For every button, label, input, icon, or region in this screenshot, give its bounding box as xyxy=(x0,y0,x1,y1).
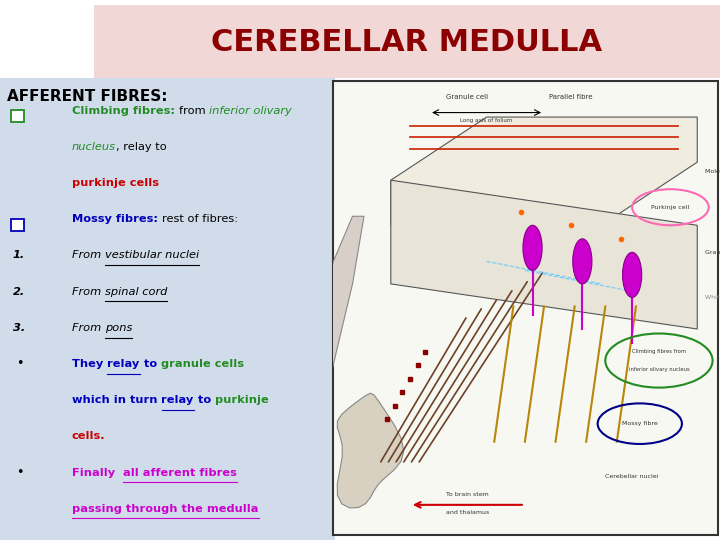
Polygon shape xyxy=(314,217,364,396)
Polygon shape xyxy=(391,180,697,329)
Text: They: They xyxy=(72,359,107,369)
Text: relay: relay xyxy=(107,359,140,369)
Text: Finally: Finally xyxy=(72,468,123,477)
Text: and thalamus: and thalamus xyxy=(446,510,489,515)
Text: White matter: White matter xyxy=(705,295,720,300)
Text: all afferent fibres: all afferent fibres xyxy=(123,468,237,477)
Bar xyxy=(11,110,24,122)
Text: •: • xyxy=(17,466,24,479)
Text: cells.: cells. xyxy=(72,431,106,441)
Text: Purkinje cell: Purkinje cell xyxy=(652,205,690,210)
Text: CEREBELLAR MEDULLA: CEREBELLAR MEDULLA xyxy=(211,28,603,57)
Text: pons: pons xyxy=(105,323,132,333)
Text: vestibular nuclei: vestibular nuclei xyxy=(105,251,199,260)
Text: 3.: 3. xyxy=(13,323,25,333)
Text: to: to xyxy=(194,395,215,405)
Text: From: From xyxy=(72,323,105,333)
Text: passing through the medulla: passing through the medulla xyxy=(72,504,258,514)
Polygon shape xyxy=(391,117,697,225)
Text: From: From xyxy=(72,287,105,296)
Text: Parallel fibre: Parallel fibre xyxy=(549,94,593,100)
Text: spinal cord: spinal cord xyxy=(105,287,167,296)
Text: Mossy fibres:: Mossy fibres: xyxy=(72,214,162,224)
Text: nucleus: nucleus xyxy=(72,142,116,152)
FancyBboxPatch shape xyxy=(94,5,720,78)
Ellipse shape xyxy=(523,225,542,271)
Ellipse shape xyxy=(623,252,642,298)
Text: , relay to: , relay to xyxy=(116,142,167,152)
Ellipse shape xyxy=(573,239,592,284)
Text: granule cells: granule cells xyxy=(161,359,243,369)
Text: Granular layer: Granular layer xyxy=(705,250,720,255)
Text: which in turn: which in turn xyxy=(72,395,161,405)
Text: to: to xyxy=(140,359,161,369)
Text: rest of fibres:: rest of fibres: xyxy=(162,214,238,224)
Text: relay: relay xyxy=(161,395,194,405)
Text: purkinje cells: purkinje cells xyxy=(72,178,159,188)
Text: inferior olivary nucleus: inferior olivary nucleus xyxy=(629,367,689,372)
FancyBboxPatch shape xyxy=(0,78,335,540)
Text: from: from xyxy=(179,106,210,116)
Text: •: • xyxy=(17,357,24,370)
Text: purkinje: purkinje xyxy=(215,395,269,405)
Polygon shape xyxy=(337,393,404,508)
Text: inferior olivary: inferior olivary xyxy=(210,106,292,116)
Text: Molecular layer: Molecular layer xyxy=(705,168,720,174)
Text: Climbing fibres:: Climbing fibres: xyxy=(72,106,179,116)
Text: Cerebellar nuclei: Cerebellar nuclei xyxy=(606,474,659,479)
Text: AFFERENT FIBRES:: AFFERENT FIBRES: xyxy=(7,89,168,104)
Text: Climbing fibres from: Climbing fibres from xyxy=(632,349,686,354)
Text: 2.: 2. xyxy=(13,287,25,296)
FancyBboxPatch shape xyxy=(333,81,718,535)
Text: To brain stem: To brain stem xyxy=(446,492,489,497)
Text: From: From xyxy=(72,251,105,260)
Text: Granule cell: Granule cell xyxy=(446,94,488,100)
Bar xyxy=(11,219,24,231)
Text: Long axis of folium: Long axis of folium xyxy=(460,118,513,123)
Text: 1.: 1. xyxy=(13,251,25,260)
Text: Mossy fibre: Mossy fibre xyxy=(622,421,657,426)
